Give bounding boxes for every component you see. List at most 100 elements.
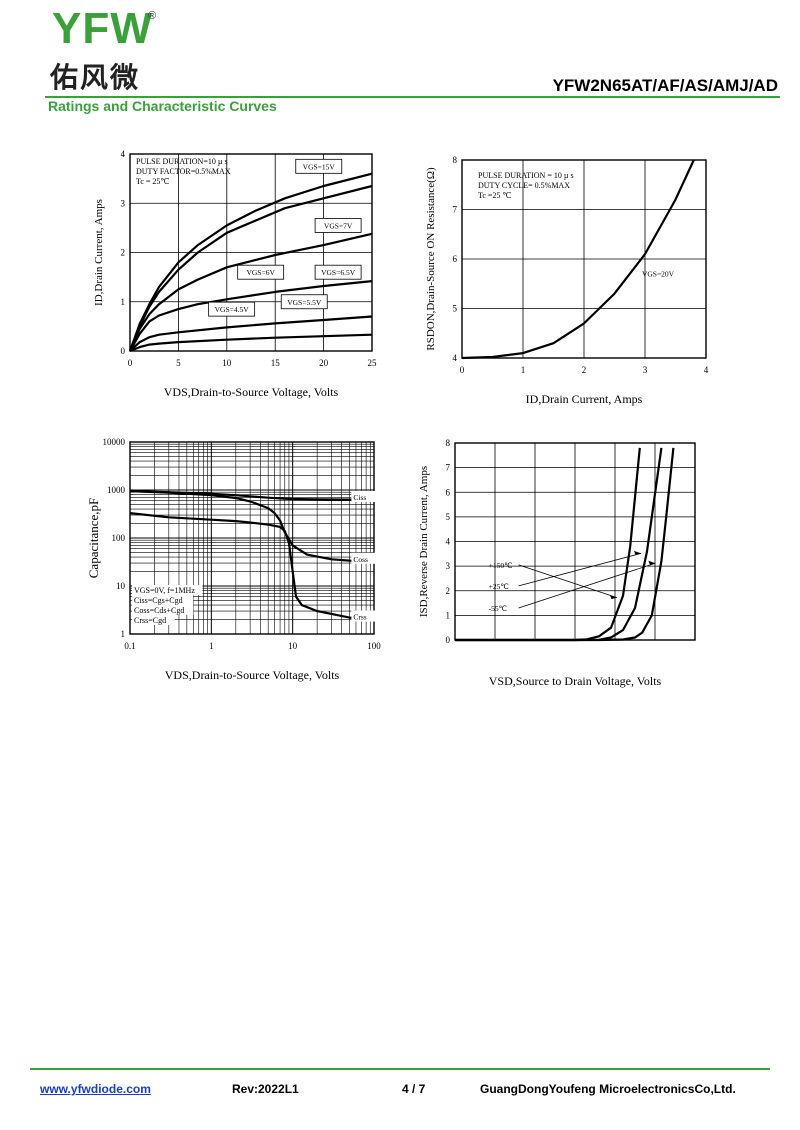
y-axis-label: Capacitance,pF	[86, 498, 101, 579]
y-tick-label: 10	[116, 581, 126, 591]
series-line	[129, 490, 375, 563]
arrow-head	[634, 550, 641, 555]
x-tick-label: 10	[222, 358, 232, 368]
x-axis-label: VDS,Drain-to-Source Voltage, Volts	[164, 385, 339, 399]
x-tick-label: 4	[704, 365, 709, 375]
annotation-text: Ciss=Cgs+Cgd	[134, 596, 183, 605]
annotation-text: VGS=0V, f=1MHz	[134, 586, 195, 595]
label-bg	[351, 490, 378, 502]
x-tick-label: 20	[319, 358, 329, 368]
website-link[interactable]: www.yfwdiode.com	[40, 1082, 151, 1096]
series-label: VGS=6.5V	[321, 268, 356, 277]
y-tick-label: 10000	[103, 437, 126, 447]
y-tick-label: 3	[446, 561, 451, 571]
series-line	[128, 172, 373, 352]
x-tick-label: 25	[368, 358, 378, 368]
series-label: Coss	[353, 555, 368, 564]
series-line	[461, 159, 695, 360]
annotation-text: Coss=Cds+Cgd	[134, 606, 184, 615]
annotation-text: Crss=Cgd	[134, 616, 166, 625]
annotation-text: PULSE DURATION=10 µ s	[136, 157, 228, 166]
x-tick-label: 3	[643, 365, 648, 375]
annotation-text: Tc =25 ℃	[478, 191, 511, 200]
page-number: 4 / 7	[402, 1082, 426, 1096]
x-tick-label: 0.1	[124, 641, 135, 651]
plot-frame	[129, 153, 373, 352]
x-tick-label: 5	[176, 358, 181, 368]
series-line	[129, 315, 373, 352]
revision: Rev:2022L1	[232, 1082, 299, 1096]
part-number: YFW2N65AT/AF/AS/AMJ/AD	[552, 76, 778, 95]
series-label: VGS=7V	[324, 221, 353, 230]
series-label: -55℃	[489, 604, 508, 613]
y-tick-label: 2	[446, 586, 451, 596]
series-line	[129, 280, 373, 352]
series-label: Ciss	[353, 493, 366, 502]
annotation-text: Tc = 25℃	[136, 177, 169, 186]
series-line	[129, 333, 373, 353]
series-label: +150℃	[489, 561, 513, 570]
label-callout	[295, 158, 343, 174]
y-tick-label: 4	[453, 353, 458, 363]
label-callout	[208, 301, 256, 317]
y-axis-label: ID,Drain Current, Amps	[93, 199, 105, 306]
chart-capacitance: 0.1 1 10 100 1 10 100 1000 10000 VDS,Drain-to-Sou…	[86, 437, 381, 682]
series-label: VGS=6V	[246, 268, 275, 277]
series-label: VGS=20V	[642, 269, 675, 278]
section-title: Ratings and Characteristic Curves	[48, 98, 277, 114]
plot-frame	[129, 441, 375, 635]
series-label: VGS=15V	[303, 162, 336, 171]
y-tick-label: 1	[121, 297, 126, 307]
y-tick-label: 8	[446, 438, 451, 448]
x-tick-label: 10	[288, 641, 298, 651]
annotation-bg	[132, 585, 203, 595]
series-label: Crss	[353, 613, 366, 622]
y-tick-label: 7	[446, 463, 451, 473]
annotation-bg	[132, 595, 194, 605]
chart-output: 0 5 10 15 20 25 0 1 2 3 4 VDS,Drain-to-Source Volta…	[93, 149, 377, 399]
x-tick-label: 2	[582, 365, 587, 375]
x-tick-label: 100	[367, 641, 381, 651]
x-tick-label: 15	[271, 358, 281, 368]
y-tick-label: 5	[446, 512, 451, 522]
label-arrow	[518, 564, 618, 599]
chart-rdson: 0 1 2 3 4 4 5 6 7 8 ID,Drain Current, Amps RSDON,Dr…	[425, 155, 709, 406]
y-tick-label: 1	[121, 629, 126, 639]
x-tick-label: 0	[460, 365, 465, 375]
y-axis-label: RSDON,Drain-Source ON Resistance(Ω)	[425, 167, 437, 351]
plot-frame	[461, 159, 707, 359]
x-tick-label: 1	[521, 365, 526, 375]
x-tick-label: 0	[128, 358, 133, 368]
y-axis-label: ISD,Reverse Drain Current, Amps	[418, 466, 430, 617]
label-callout	[314, 264, 362, 280]
label-bg	[351, 610, 378, 622]
y-tick-label: 5	[453, 304, 458, 314]
annotation-text: PULSE DURATION = 10 µ s	[478, 171, 574, 180]
series-line	[128, 232, 373, 352]
company-name: GuangDongYoufeng MicroelectronicsCo,Ltd.	[480, 1082, 736, 1096]
x-tick-label: 1	[209, 641, 214, 651]
label-bg	[351, 552, 378, 564]
series-label: VGS=5.5V	[287, 298, 322, 307]
y-tick-label: 1000	[107, 485, 126, 495]
label-arrow	[518, 562, 656, 609]
y-tick-label: 7	[453, 205, 458, 215]
y-tick-label: 6	[453, 254, 458, 264]
chart-body-diode: 0 1 2 3 4 5 6 7 8 VSD,Source to Drain Voltage, Vo…	[418, 438, 696, 688]
x-axis-label: VSD,Source to Drain Voltage, Volts	[489, 674, 662, 688]
series-line	[455, 447, 675, 642]
label-callout	[280, 294, 328, 310]
series-line	[455, 447, 641, 642]
label-callout	[314, 218, 362, 233]
y-tick-label: 8	[453, 155, 458, 165]
y-tick-label: 0	[446, 635, 451, 645]
x-axis-label: VDS,Drain-to-Source Voltage, Volts	[165, 668, 340, 682]
annotation-text: DUTY FACTOR=0.5%MAX	[136, 167, 231, 176]
y-tick-label: 6	[446, 487, 451, 497]
y-tick-label: 0	[121, 346, 126, 356]
label-arrow	[518, 552, 642, 587]
brand-logo: YFW	[52, 4, 153, 53]
series-label: VGS=4.5V	[215, 305, 250, 314]
arrow-head	[648, 560, 656, 565]
